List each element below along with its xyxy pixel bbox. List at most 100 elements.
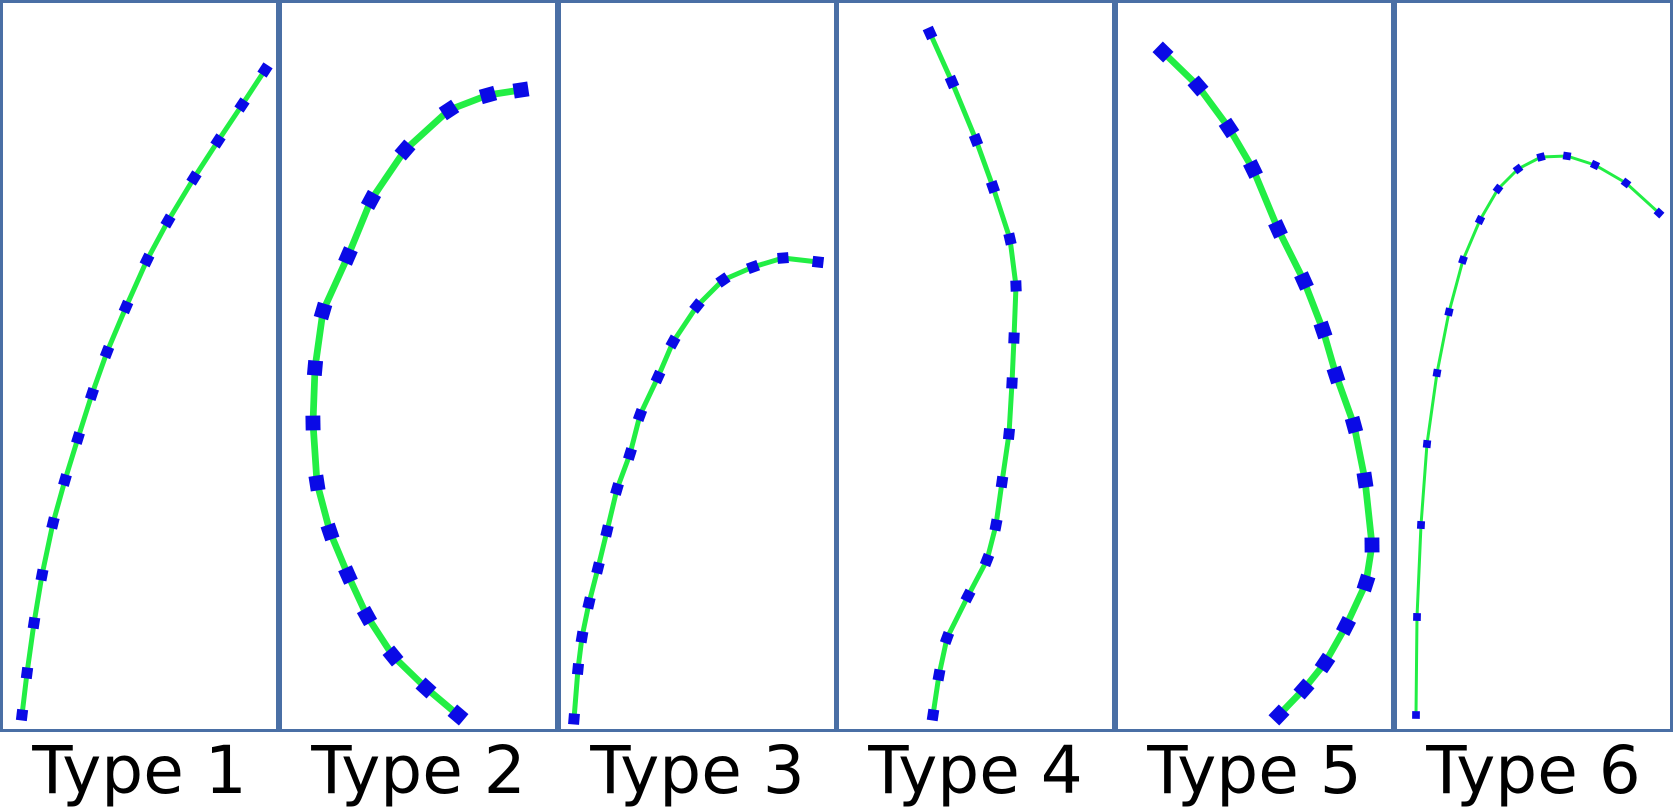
panel-frame — [836, 0, 1115, 732]
trajectory-marker — [35, 568, 49, 582]
trajectory-marker — [1293, 678, 1315, 700]
curve-plot — [305, 81, 530, 726]
curve-plot — [1412, 151, 1665, 719]
panel-frame — [279, 0, 558, 732]
trajectory-marker — [1006, 377, 1018, 389]
trajectory-marker — [1243, 159, 1263, 179]
trajectory-marker — [394, 139, 416, 161]
trajectory-marker — [306, 359, 324, 377]
trajectory-marker — [600, 524, 614, 538]
trajectory-marker — [71, 431, 85, 445]
trajectory-marker — [1326, 365, 1346, 385]
trajectory-marker — [118, 299, 134, 315]
panel-label: Type 3 — [590, 732, 805, 809]
trajectory-marker — [1512, 163, 1524, 175]
trajectory-marker — [568, 713, 580, 725]
panel-frame — [1394, 0, 1673, 732]
panel-label: Type 4 — [868, 732, 1083, 809]
trajectory-marker — [932, 668, 946, 682]
type-panel-1: Type 1 — [0, 0, 279, 809]
trajectory-marker — [650, 369, 666, 385]
trajectory-marker — [777, 252, 789, 264]
trajectory-marker — [85, 387, 99, 401]
trajectory-marker — [186, 170, 202, 186]
panel-label: Type 2 — [311, 732, 526, 809]
trajectory-marker — [1422, 439, 1432, 449]
trajectory-marker — [995, 475, 1009, 489]
curve-plot — [568, 252, 825, 725]
trajectory-marker — [986, 180, 1000, 194]
trajectory-marker — [1364, 537, 1380, 553]
trajectory-marker — [139, 252, 155, 268]
trajectory-marker — [1536, 152, 1546, 162]
trajectory-marker — [1412, 711, 1420, 719]
trajectory-marker — [360, 189, 382, 211]
trajectory-marker — [382, 645, 404, 667]
trajectory-marker — [1432, 368, 1442, 378]
trajectory-marker — [1003, 232, 1017, 246]
panel-frame — [1115, 0, 1394, 732]
trajectory-line — [927, 31, 1019, 716]
trajectory-marker — [210, 133, 226, 149]
type-panel-4: Type 4 — [836, 0, 1115, 809]
trajectory-marker — [979, 552, 995, 568]
trajectory-line — [1160, 49, 1376, 718]
curve-plot — [922, 25, 1022, 722]
type-panel-5: Type 5 — [1115, 0, 1394, 809]
trajectory-marker — [689, 298, 705, 314]
trajectory-marker — [1458, 255, 1468, 265]
trajectory-marker — [1010, 280, 1022, 292]
trajectory-marker — [1008, 332, 1020, 344]
trajectory-marker — [234, 97, 250, 113]
trajectory-marker — [1314, 652, 1336, 674]
trajectory-line — [1414, 154, 1661, 716]
trajectory-marker — [575, 630, 589, 644]
trajectory-marker — [356, 605, 378, 627]
trajectory-marker — [15, 708, 29, 722]
trajectory-marker — [1356, 573, 1376, 593]
trajectory-marker — [46, 516, 60, 530]
trajectory-marker — [665, 334, 681, 350]
trajectory-marker — [1492, 183, 1504, 195]
trajectory-marker — [20, 666, 34, 680]
type-panel-3: Type 3 — [558, 0, 837, 809]
trajectory-marker — [623, 447, 637, 461]
trajectory-marker — [257, 62, 273, 78]
trajectory-marker — [1444, 307, 1454, 317]
trajectory-marker — [1474, 214, 1486, 226]
trajectory-marker — [582, 596, 596, 610]
trajectory-marker — [27, 616, 41, 630]
trajectory-line — [309, 86, 522, 718]
curve-plot — [15, 62, 273, 722]
trajectory-marker — [591, 561, 605, 575]
trajectory-marker — [610, 482, 624, 496]
panel-label: Type 6 — [1426, 732, 1641, 809]
trajectory-marker — [1336, 616, 1356, 636]
trajectory-marker — [1413, 613, 1421, 621]
trajectory-line — [571, 255, 819, 720]
trajectory-marker — [338, 565, 358, 585]
trajectory-marker — [305, 415, 321, 431]
trajectory-marker — [922, 25, 938, 41]
trajectory-marker — [1356, 471, 1374, 489]
trajectory-marker — [478, 85, 498, 105]
trajectory-marker — [1589, 159, 1601, 171]
type-panel-2: Type 2 — [279, 0, 558, 809]
trajectory-marker — [1187, 75, 1209, 97]
trajectory-marker — [745, 259, 761, 275]
trajectory-marker — [320, 522, 340, 542]
trajectory-marker — [415, 677, 437, 699]
trajectory-marker — [447, 704, 469, 726]
trajectory-marker — [512, 81, 530, 99]
trajectory-marker — [438, 99, 460, 121]
trajectory-marker — [1313, 320, 1333, 340]
trajectory-marker — [1344, 415, 1364, 435]
trajectory-marker — [1218, 117, 1240, 139]
trajectory-line — [19, 68, 268, 716]
type-panel-6: Type 6 — [1394, 0, 1673, 809]
trajectory-marker — [632, 407, 648, 423]
trajectory-marker — [715, 272, 731, 288]
trajectory-marker — [1416, 520, 1426, 530]
panel-frame — [558, 0, 837, 732]
